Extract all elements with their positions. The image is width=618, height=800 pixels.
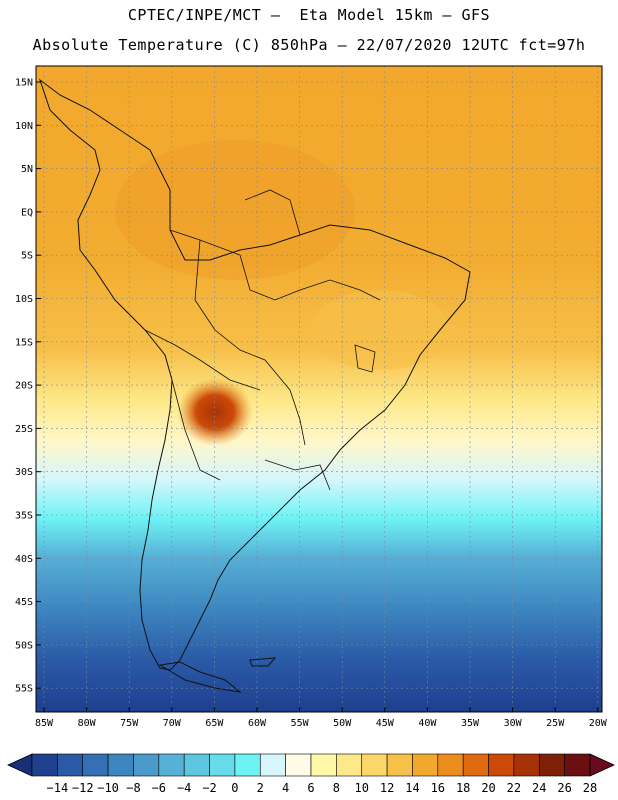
lat-tick-label: 35S <box>15 511 33 522</box>
colorbar-swatch <box>259 753 286 777</box>
lat-tick-label: 25S <box>15 424 33 435</box>
coastlines <box>39 78 471 693</box>
lat-tick-label: 15S <box>15 337 33 348</box>
colorbar-swatch <box>564 753 591 777</box>
colorbar-swatch <box>310 753 337 777</box>
lon-tick-label: 60W <box>248 718 267 729</box>
colorbar-label: −12 <box>72 781 94 795</box>
lon-tick-label: 85W <box>35 718 54 729</box>
lon-tick-label: 30W <box>504 718 523 729</box>
lat-lon-grid <box>36 66 602 712</box>
colorbar-swatch <box>513 753 540 777</box>
lat-tick-label: 20S <box>15 381 33 392</box>
colorbar-swatch <box>437 753 464 777</box>
colorbar-swatch <box>158 753 185 777</box>
colorbar-swatch <box>183 753 210 777</box>
colorbar-swatch <box>386 753 413 777</box>
colorbar-label: 18 <box>456 781 470 795</box>
colorbar-label: 8 <box>333 781 340 795</box>
lon-tick-label: 75W <box>120 718 139 729</box>
colorbar-label: 12 <box>380 781 394 795</box>
lat-tick-label: 30S <box>15 467 33 478</box>
lon-tick-label: 25W <box>546 718 565 729</box>
colorbar-swatch <box>209 753 236 777</box>
colorbar-label: 26 <box>557 781 571 795</box>
lat-tick-label: 10S <box>15 294 33 305</box>
lat-tick-label: 5S <box>21 251 33 262</box>
colorbar-label: 2 <box>257 781 264 795</box>
colorbar-swatch <box>285 753 312 777</box>
longitude-labels: 85W 80W 75W 70W 65W 60W 55W 50W 45W 40W 35W 30W 25W 2… <box>35 707 608 729</box>
lat-tick-label: 55S <box>15 684 33 695</box>
colorbar-label: −10 <box>97 781 119 795</box>
lon-tick-label: 80W <box>78 718 97 729</box>
colorbar-label: −6 <box>152 781 166 795</box>
map-field <box>36 66 602 712</box>
lat-tick-label: 50S <box>15 640 33 651</box>
lon-tick-label: 20W <box>589 718 608 729</box>
colorbar-label: −14 <box>47 781 69 795</box>
colorbar-swatch <box>31 753 58 777</box>
colorbar-labels: −14 −12 −10 −8 −6 −4 −2 0 2 4 6 8 10 12 14 16 18 20 22 24 26… <box>47 781 598 795</box>
lat-tick-label: EQ <box>21 207 33 218</box>
colorbar-swatch <box>462 753 489 777</box>
colorbar-label: 14 <box>405 781 419 795</box>
colorbar-label: −8 <box>126 781 140 795</box>
lon-tick-label: 65W <box>205 718 224 729</box>
colorbar-swatch <box>57 753 84 777</box>
lat-tick-label: 5N <box>21 164 33 175</box>
lon-tick-label: 40W <box>418 718 437 729</box>
colorbar-swatch <box>234 753 261 777</box>
country-borders <box>144 189 381 491</box>
colorbar-swatch <box>82 753 109 777</box>
colorbar-min-arrow <box>7 753 33 777</box>
lon-tick-label: 50W <box>333 718 352 729</box>
colorbar-label: 16 <box>431 781 445 795</box>
colorbar-label: 4 <box>282 781 289 795</box>
colorbar-swatch <box>107 753 134 777</box>
colorbar-swatch <box>538 753 565 777</box>
colorbar-label: −2 <box>202 781 216 795</box>
lon-tick-label: 35W <box>461 718 480 729</box>
lat-tick-label: 40S <box>15 554 33 565</box>
lat-tick-label: 15N <box>15 78 33 89</box>
colorbar-label: 22 <box>507 781 521 795</box>
colorbar-swatch <box>488 753 515 777</box>
colorbar-label: 28 <box>583 781 597 795</box>
colorbar-swatch <box>412 753 439 777</box>
colorbar-label: 6 <box>307 781 314 795</box>
map-title: CPTEC/INPE/MCT – Eta Model 15km – GFS <box>127 6 491 24</box>
lon-tick-label: 55W <box>291 718 310 729</box>
colorbar-max-arrow <box>589 753 615 777</box>
map-frame <box>35 65 603 713</box>
colorbar-swatch <box>133 753 160 777</box>
map-subtitle: Absolute Temperature (C) 850hPa – 22/07/… <box>32 36 586 54</box>
colorbar-label: 24 <box>532 781 546 795</box>
colorbar <box>7 753 615 777</box>
colorbar-label: 20 <box>481 781 495 795</box>
lat-tick-label: 10N <box>15 121 33 132</box>
colorbar-label: 0 <box>231 781 238 795</box>
lat-tick-label: 45S <box>15 597 33 608</box>
colorbar-swatch <box>361 753 388 777</box>
colorbar-label: 10 <box>355 781 369 795</box>
colorbar-label: −4 <box>177 781 191 795</box>
lon-tick-label: 70W <box>163 718 182 729</box>
lon-tick-label: 45W <box>376 718 395 729</box>
colorbar-swatch <box>336 753 363 777</box>
latitude-labels: 15N 10N 5N EQ 5S 10S 15S 20S 25S 30S 35S 40S 45S 50S 5… <box>15 78 41 695</box>
